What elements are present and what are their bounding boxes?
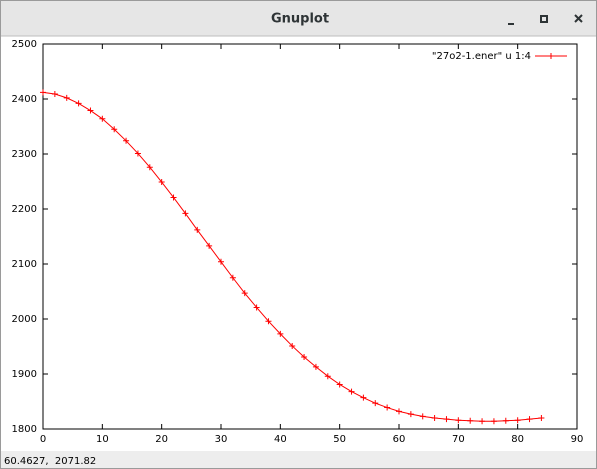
data-point xyxy=(182,210,189,217)
data-point xyxy=(502,417,509,424)
x-tick-label: 70 xyxy=(452,434,465,445)
data-point xyxy=(360,394,367,401)
data-point xyxy=(194,226,201,233)
x-tick-label: 50 xyxy=(333,434,346,445)
y-tick-label: 2000 xyxy=(12,314,37,325)
data-point xyxy=(111,126,118,133)
x-tick-label: 90 xyxy=(571,434,584,445)
data-point xyxy=(289,342,296,349)
data-point xyxy=(99,115,106,122)
y-tick-label: 2200 xyxy=(12,204,37,215)
data-point xyxy=(336,381,343,388)
x-tick-label: 0 xyxy=(40,434,46,445)
data-point xyxy=(158,179,165,186)
data-point xyxy=(455,417,462,424)
x-tick-label: 20 xyxy=(155,434,168,445)
x-tick-label: 80 xyxy=(511,434,524,445)
data-point xyxy=(229,274,236,281)
data-point xyxy=(348,388,355,395)
data-point xyxy=(253,304,260,311)
data-point xyxy=(265,318,272,325)
data-point xyxy=(372,400,379,407)
data-point xyxy=(479,418,486,425)
data-point xyxy=(490,418,497,425)
legend-marker xyxy=(548,53,554,59)
x-tick-label: 10 xyxy=(96,434,109,445)
x-tick-label: 60 xyxy=(393,434,406,445)
y-tick-label: 2100 xyxy=(12,259,37,270)
data-point xyxy=(51,91,58,98)
y-tick-label: 2400 xyxy=(12,94,37,105)
data-point xyxy=(384,404,391,411)
data-point xyxy=(146,164,153,171)
data-point xyxy=(40,89,46,96)
data-point xyxy=(301,353,308,360)
data-point xyxy=(277,330,284,337)
data-point xyxy=(206,242,213,249)
x-tick-label: 30 xyxy=(215,434,228,445)
y-tick-label: 2300 xyxy=(12,149,37,160)
x-tick-label: 40 xyxy=(274,434,287,445)
data-point xyxy=(514,417,521,424)
status-text: 60.4627, 2071.82 xyxy=(4,456,96,467)
data-point xyxy=(407,411,414,418)
data-point xyxy=(467,417,474,424)
data-point xyxy=(63,94,70,101)
data-point xyxy=(526,416,533,423)
legend-label: "27o2-1.ener" u 1:4 xyxy=(432,51,531,62)
data-point xyxy=(87,107,94,114)
maximize-button[interactable] xyxy=(540,15,548,23)
data-point xyxy=(170,194,177,201)
data-point xyxy=(75,100,82,107)
data-point xyxy=(241,290,248,297)
close-button[interactable] xyxy=(574,14,583,23)
data-point xyxy=(324,373,331,380)
y-tick-label: 1800 xyxy=(12,424,37,435)
y-tick-label: 2500 xyxy=(12,39,37,50)
data-point xyxy=(312,363,319,370)
data-point xyxy=(396,408,402,415)
y-tick-label: 1900 xyxy=(12,369,37,380)
plot-border xyxy=(42,43,578,430)
data-point xyxy=(419,413,426,420)
data-point xyxy=(134,150,141,157)
window-title: Gnuplot xyxy=(271,12,329,27)
status-bar xyxy=(0,451,597,469)
title-bar xyxy=(0,0,597,36)
data-point xyxy=(123,137,130,144)
data-point xyxy=(431,415,438,421)
data-point xyxy=(218,258,224,265)
data-point xyxy=(443,416,450,423)
data-point xyxy=(538,415,545,421)
